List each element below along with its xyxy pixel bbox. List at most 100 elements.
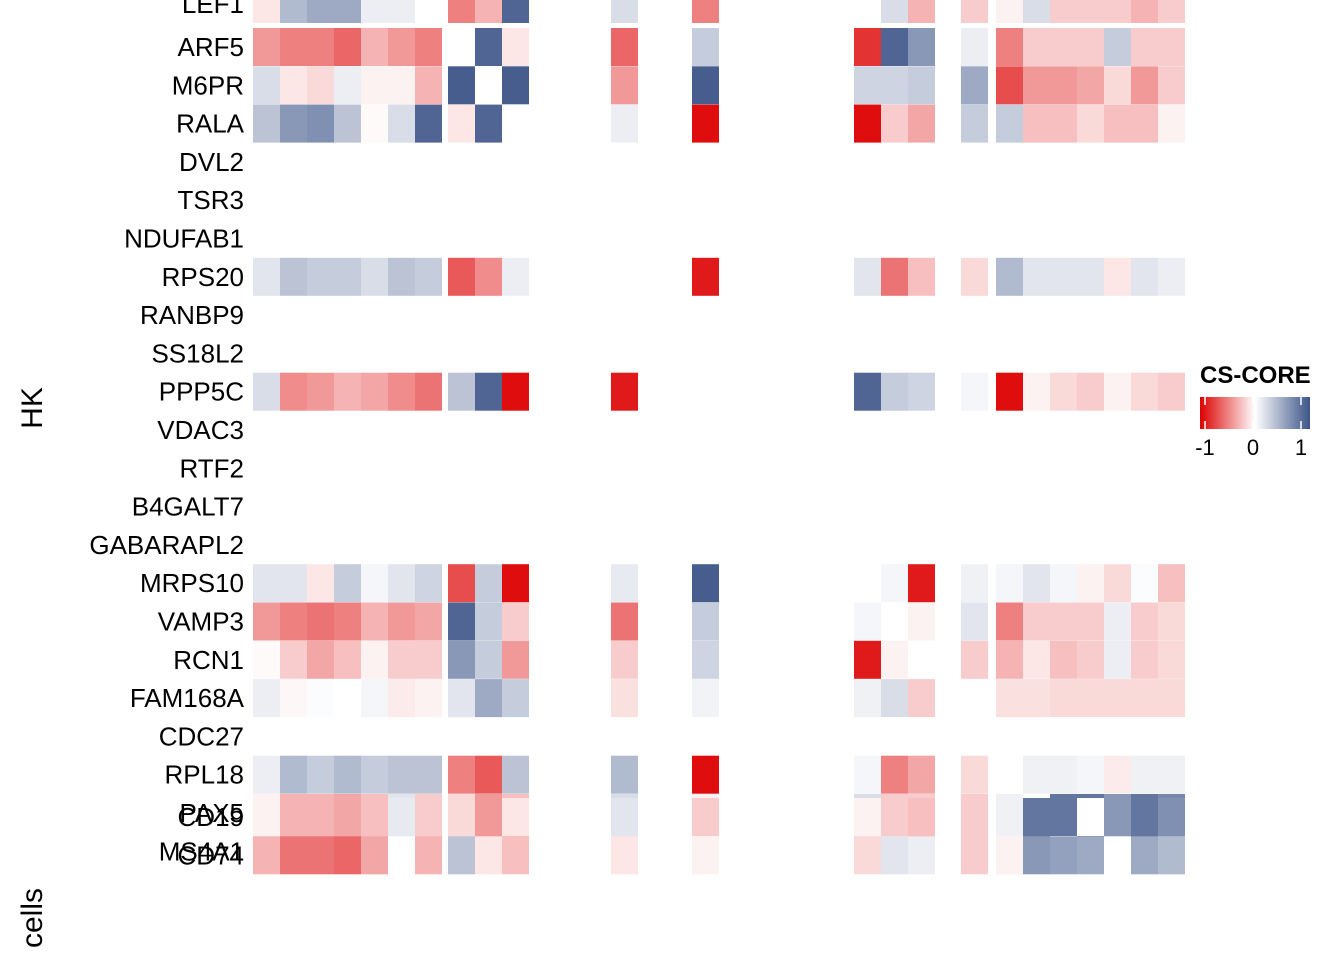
heatmap-cell	[334, 28, 361, 66]
heatmap-cell	[388, 28, 415, 66]
heatmap-cell	[388, 257, 415, 296]
heatmap-cell	[1077, 564, 1104, 603]
row-label: ARF5	[178, 32, 244, 62]
heatmap-cell	[881, 602, 908, 641]
heatmap-cell	[253, 372, 280, 411]
heatmap-cell	[881, 104, 908, 143]
row-label: RCN1	[173, 645, 244, 675]
heatmap-cell	[996, 28, 1023, 66]
heatmap-cell	[280, 104, 307, 143]
heatmap-cell	[1023, 679, 1050, 718]
heatmap-cell	[1077, 28, 1104, 66]
heatmap-cell	[307, 564, 334, 603]
row-label: CD74	[178, 840, 244, 870]
heatmap-cell	[253, 28, 280, 66]
heatmap-cell	[334, 372, 361, 411]
heatmap-cell	[361, 257, 388, 296]
heatmap-cell	[908, 564, 935, 603]
heatmap-cell	[1131, 602, 1158, 641]
heatmap-cell	[475, 564, 502, 603]
heatmap-cell	[253, 602, 280, 641]
heatmap-cell	[692, 836, 719, 875]
heatmap-cell	[1131, 66, 1158, 105]
heatmap-cell	[1050, 755, 1077, 794]
row-label: LEF1	[182, 0, 244, 19]
heatmap-cell	[908, 602, 935, 641]
heatmap-cell	[388, 564, 415, 603]
heatmap-cell	[881, 0, 908, 23]
heatmap-cell	[307, 0, 334, 23]
legend-colorbar	[1200, 397, 1310, 429]
heatmap-cell	[1104, 28, 1131, 66]
heatmap-cell	[280, 28, 307, 66]
heatmap-cell	[1131, 28, 1158, 66]
heatmap-cell	[502, 257, 529, 296]
heatmap-cell	[692, 640, 719, 679]
heatmap-cell	[388, 104, 415, 143]
heatmap-cell	[1104, 836, 1131, 875]
legend-tick-label: 1	[1295, 435, 1307, 460]
heatmap-cell	[502, 564, 529, 603]
heatmap-cell	[611, 564, 638, 603]
heatmap-cell	[854, 257, 881, 296]
heatmap-cell	[692, 602, 719, 641]
heatmap-cell	[334, 602, 361, 641]
heatmap-cell	[1050, 257, 1077, 296]
heatmap-cell	[1023, 372, 1050, 411]
heatmap-cell	[307, 66, 334, 105]
heatmap-cell	[475, 66, 502, 105]
heatmap-cell	[996, 564, 1023, 603]
heatmap-cell	[253, 104, 280, 143]
heatmap-cell	[961, 28, 988, 66]
row-label: CDC27	[159, 721, 244, 751]
heatmap-cell	[448, 798, 475, 836]
heatmap-cell	[307, 679, 334, 718]
heatmap-cell	[502, 372, 529, 411]
heatmap-cell	[334, 798, 361, 836]
row-label: RPS20	[162, 262, 244, 292]
heatmap-cell	[334, 257, 361, 296]
row-label: RTF2	[179, 453, 244, 483]
heatmap-cell	[361, 66, 388, 105]
row-label: FAM168A	[130, 683, 245, 713]
heatmap-cell	[1158, 798, 1185, 836]
heatmap-cell	[961, 257, 988, 296]
heatmap-cell	[361, 798, 388, 836]
heatmap-cell	[1077, 640, 1104, 679]
heatmap-cell	[415, 640, 442, 679]
heatmap-cell	[448, 257, 475, 296]
row-label: PPP5C	[159, 377, 244, 407]
heatmap-cell	[881, 640, 908, 679]
heatmap-cell	[1023, 798, 1050, 836]
heatmap-cell	[1023, 104, 1050, 143]
heatmap-cell	[307, 755, 334, 794]
heatmap-cell	[415, 0, 442, 23]
heatmap-cell	[1104, 372, 1131, 411]
heatmap-cell	[854, 755, 881, 794]
heatmap-cell	[996, 104, 1023, 143]
heatmap-cell	[1023, 564, 1050, 603]
row-label: M6PR	[172, 70, 244, 100]
row-label: B4GALT7	[132, 492, 244, 522]
heatmap-cell	[854, 104, 881, 143]
heatmap-cell	[448, 372, 475, 411]
heatmap-cell	[1131, 257, 1158, 296]
heatmap-cell	[854, 66, 881, 105]
heatmap-cell	[388, 372, 415, 411]
heatmap-cell	[253, 755, 280, 794]
heatmap-cell	[1104, 798, 1131, 836]
heatmap-cell	[961, 104, 988, 143]
heatmap-cell	[908, 679, 935, 718]
heatmap-cell	[361, 640, 388, 679]
heatmap-cell	[611, 836, 638, 875]
heatmap-cell	[361, 564, 388, 603]
heatmap-cell	[881, 372, 908, 411]
heatmap-cell	[1050, 372, 1077, 411]
heatmap-cell	[908, 640, 935, 679]
heatmap-cell	[996, 602, 1023, 641]
heatmap-cell	[1050, 679, 1077, 718]
heatmap-cell	[611, 640, 638, 679]
heatmap-cell	[1104, 66, 1131, 105]
heatmap-cell	[1023, 755, 1050, 794]
